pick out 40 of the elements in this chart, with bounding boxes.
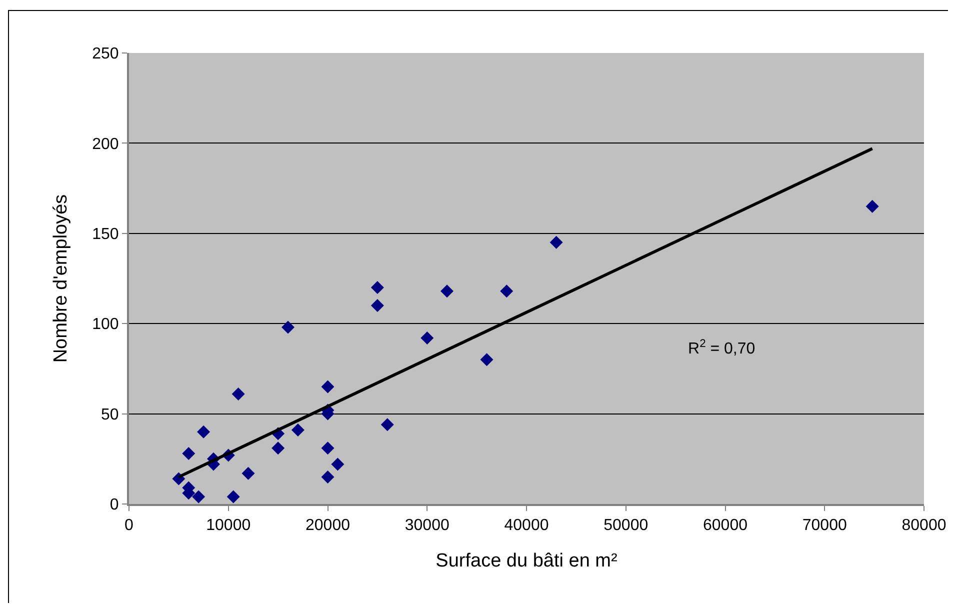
point xyxy=(550,236,563,249)
point xyxy=(480,353,494,366)
point xyxy=(182,446,196,460)
x-axis-title: Surface du bâti en m² xyxy=(436,550,618,572)
y-tick-label: 0 xyxy=(110,496,119,514)
x-tick-label: 20000 xyxy=(306,517,350,534)
y-tick-label: 100 xyxy=(92,316,119,334)
x-tick-label: 50000 xyxy=(604,517,648,534)
point xyxy=(197,425,210,438)
x-tick-label: 0 xyxy=(124,517,134,534)
point xyxy=(226,490,240,504)
point xyxy=(331,458,344,471)
x-tick-label: 70000 xyxy=(802,517,847,534)
y-tick-label: 250 xyxy=(92,46,119,63)
x-tick-label: 30000 xyxy=(404,517,450,534)
point xyxy=(370,281,384,294)
point xyxy=(866,200,879,213)
y-tick-label: 50 xyxy=(101,406,119,424)
point xyxy=(242,466,255,480)
point xyxy=(232,387,245,400)
x-tick-label: 40000 xyxy=(504,517,549,534)
x-tick-label: 60000 xyxy=(703,517,748,534)
point xyxy=(370,299,384,312)
annotation: R$^{2}$ = 0,70 xyxy=(688,338,756,358)
point xyxy=(440,284,454,298)
point xyxy=(291,424,304,437)
point xyxy=(420,332,434,345)
x-tick-label: 10000 xyxy=(206,517,251,534)
point xyxy=(282,320,294,334)
x-tick-label: 80000 xyxy=(902,517,946,534)
point xyxy=(380,418,394,432)
y-tick-label: 150 xyxy=(92,226,119,243)
point xyxy=(500,284,514,298)
point xyxy=(192,490,206,504)
y-axis-title: Nombre d'employés xyxy=(50,194,72,363)
point xyxy=(321,380,334,394)
y-tick-label: 200 xyxy=(92,136,119,153)
point xyxy=(321,442,334,455)
point xyxy=(272,442,285,455)
point xyxy=(321,470,334,484)
